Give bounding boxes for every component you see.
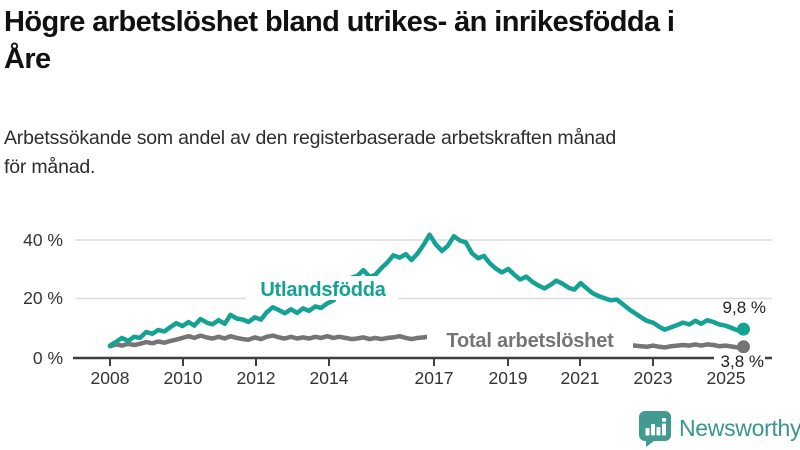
svg-text:2019: 2019 [489, 368, 528, 388]
series-line-total [107, 333, 746, 350]
brand-name: Newsworthy [679, 415, 800, 441]
subtitle-line-2: för månad. [4, 156, 96, 178]
svg-text:2025: 2025 [707, 368, 746, 388]
title-line-1: Högre arbetslöshet bland utrikes- än inr… [4, 6, 675, 38]
svg-text:40 %: 40 % [23, 230, 63, 250]
svg-text:2014: 2014 [310, 368, 349, 388]
end-value-mask-total [714, 353, 765, 370]
page-title: Högre arbetslöshet bland utrikes- än inr… [4, 4, 675, 78]
newsworthy-brand: Newsworthy [638, 410, 800, 447]
series-label-utlandsfodda: Utlandsfödda [260, 279, 386, 301]
series-label-total: Total arbetslöshet [446, 330, 614, 352]
title-line-2: Åre [4, 43, 51, 75]
svg-text:0 %: 0 % [33, 348, 63, 368]
series-end-dot-utlandsfodda [737, 322, 750, 336]
series-end-dot-total [737, 340, 750, 354]
y-axis-labels: 0 % 20 % 40 % [23, 230, 63, 368]
svg-text:20 %: 20 % [23, 288, 63, 308]
subtitle-line-1: Arbetssökande som andel av den registerb… [4, 127, 617, 149]
x-axis-ticks [109, 358, 727, 366]
x-axis-labels: 2008 2010 2012 2014 2017 2019 2021 2023 … [91, 368, 746, 388]
chart-subtitle: Arbetssökande som andel av den registerb… [4, 124, 616, 182]
label-mask-utlandsfodda [246, 276, 398, 300]
label-mask-total [427, 328, 633, 351]
svg-text:2021: 2021 [561, 368, 600, 388]
end-value-total: 3,8 % [721, 352, 764, 371]
end-value-utlandsfodda: 9,8 % [723, 298, 766, 317]
svg-text:2008: 2008 [91, 368, 130, 388]
bar-chart-pin-icon [639, 411, 671, 447]
svg-text:2010: 2010 [164, 368, 203, 388]
svg-text:2017: 2017 [415, 368, 454, 388]
svg-text:2012: 2012 [237, 368, 276, 388]
series-line-utlandsfodda [107, 232, 746, 348]
svg-text:2023: 2023 [634, 368, 673, 388]
